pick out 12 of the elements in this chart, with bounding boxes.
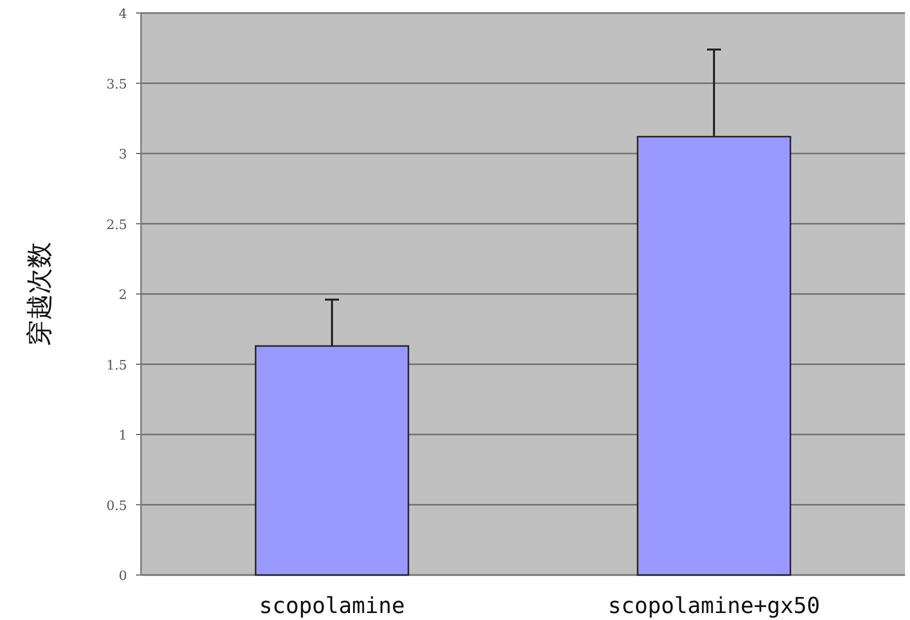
x-tick-label: scopolamine+gx50 [608, 594, 820, 619]
y-tick-label: 0 [118, 569, 127, 584]
y-tick-label: 3.5 [106, 77, 127, 92]
y-tick-label: 3 [118, 148, 127, 162]
y-tick-label: 1.5 [106, 358, 127, 374]
y-tick-label: 2 [118, 288, 127, 303]
y-tick-label: 0.5 [106, 498, 127, 514]
y-tick-label: 2.5 [106, 218, 127, 233]
y-tick-label: 1 [118, 428, 127, 444]
x-tick-label: scopolamine [259, 594, 405, 619]
y-tick-label: 4 [118, 7, 127, 22]
y-axis-title: 穿越次数 [25, 242, 55, 346]
